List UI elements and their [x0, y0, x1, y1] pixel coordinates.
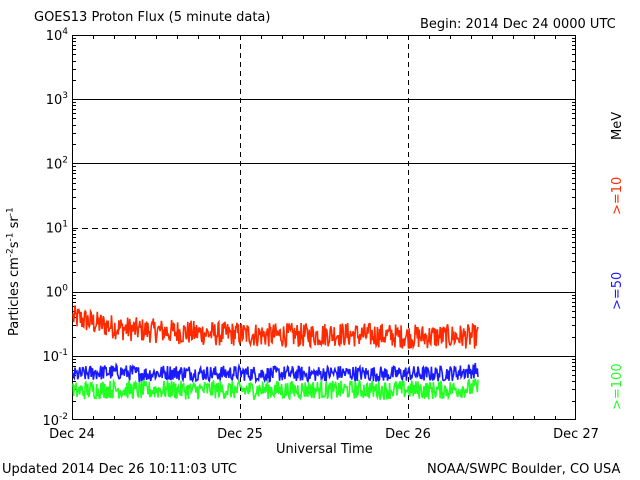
x-tick-label: Dec 27: [553, 427, 599, 442]
x-tick-label: Dec 24: [49, 427, 95, 442]
y-tick-label: 101: [46, 220, 68, 237]
y-tick-label: 103: [46, 91, 68, 108]
x-tick-label: Dec 25: [217, 427, 263, 442]
y-tick-label: 104: [46, 27, 69, 44]
x-tick-label: Dec 26: [385, 427, 431, 442]
series-line-100mev: [72, 378, 479, 401]
y-axis-label: Particles cm-2s-1 sr-1: [6, 207, 22, 336]
chart-title: GOES13 Proton Flux (5 minute data): [34, 10, 271, 25]
series-line-10mev: [72, 305, 479, 351]
legend-item-10mev: >=10: [610, 176, 625, 215]
legend-unit: MeV: [610, 111, 625, 140]
x-axis-label: Universal Time: [276, 442, 373, 457]
begin-time: Begin: 2014 Dec 24 0000 UTC: [420, 17, 616, 32]
legend-item-100mev: >=100: [610, 363, 625, 410]
credit-text: NOAA/SWPC Boulder, CO USA: [427, 462, 621, 477]
plot-frame: [72, 35, 576, 420]
series-line-50mev: [72, 362, 479, 385]
y-tick-label: 102: [46, 155, 68, 172]
legend-item-50mev: >=50: [610, 271, 625, 310]
y-axis-label-text: Particles cm-2s-1 sr-1: [6, 207, 23, 336]
updated-timestamp: Updated 2014 Dec 26 10:11:03 UTC: [2, 462, 237, 477]
y-tick-label: 100: [46, 284, 69, 301]
y-tick-label: 10-1: [42, 348, 68, 365]
